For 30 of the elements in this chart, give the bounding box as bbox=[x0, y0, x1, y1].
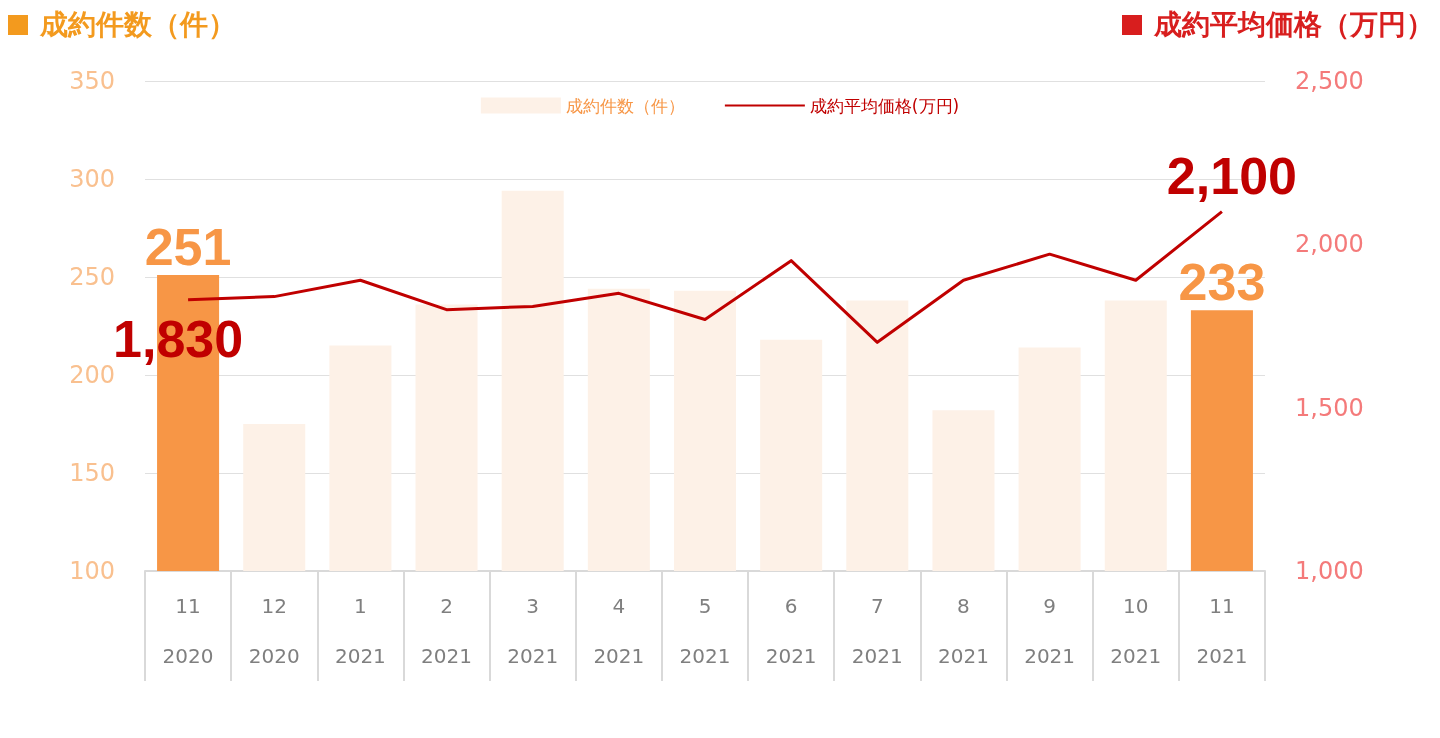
y2-tick-label: 2,000 bbox=[1295, 230, 1364, 259]
category-label: 9 2021 bbox=[1024, 594, 1076, 668]
legend-label: 成約平均価格(万円) bbox=[809, 95, 960, 116]
category-label: 8 2021 bbox=[938, 594, 989, 668]
y2-tick-label: 2,500 bbox=[1295, 67, 1364, 95]
data-label: 251 bbox=[144, 218, 232, 277]
y-tick-label: 300 bbox=[69, 165, 115, 193]
y-tick-label: 100 bbox=[69, 557, 115, 585]
category-label: 2 2021 bbox=[421, 594, 472, 668]
y-tick-label: 200 bbox=[69, 361, 115, 389]
category-label: 5 2021 bbox=[679, 594, 731, 668]
y-tick-label: 150 bbox=[69, 459, 115, 487]
y-tick-label: 250 bbox=[69, 263, 115, 291]
category-label: 11 2020 bbox=[162, 594, 214, 668]
legend-label: 成約件数（件） bbox=[565, 95, 685, 116]
category-label: 10 2021 bbox=[1110, 594, 1162, 668]
y2-tick-label: 1,500 bbox=[1295, 393, 1364, 422]
y-axis-title: 成約件数（件） bbox=[40, 7, 236, 43]
category-label: 11 2021 bbox=[1196, 594, 1248, 668]
category-label: 7 2021 bbox=[851, 594, 903, 668]
category-label: 4 2021 bbox=[593, 594, 645, 668]
y2-tick-label: 1,000 bbox=[1295, 557, 1364, 585]
y2-axis-title: 成約平均価格（万円） bbox=[1154, 7, 1434, 43]
category-label: 1 2021 bbox=[334, 594, 386, 668]
category-label: 12 2020 bbox=[248, 594, 300, 668]
data-label: 2,100 bbox=[1166, 146, 1297, 205]
category-label: 3 2021 bbox=[507, 594, 559, 668]
y-tick-label: 350 bbox=[69, 67, 115, 95]
category-label: 6 2021 bbox=[765, 594, 817, 668]
data-label: 233 bbox=[1178, 253, 1266, 312]
